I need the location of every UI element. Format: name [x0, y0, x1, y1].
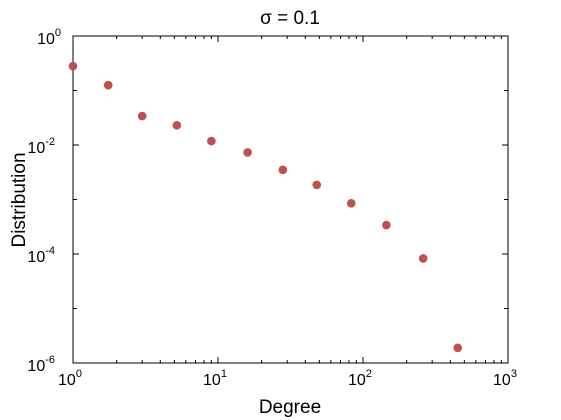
data-point	[243, 148, 252, 157]
data-point	[453, 343, 463, 353]
chart-title: σ = 0.1	[260, 8, 320, 29]
y-tick-label: 10-4	[27, 245, 55, 266]
data-point	[382, 220, 391, 230]
data-point	[137, 111, 147, 121]
data-point	[346, 199, 356, 208]
major-ticks	[72, 35, 509, 364]
x-tick-label: 102	[348, 368, 372, 389]
y-tick-labels: 100 10-2 10-4 10-6	[27, 27, 61, 375]
x-tick-labels: 100 101 102 103	[58, 368, 517, 389]
y-tick-label: 10-2	[27, 136, 55, 157]
y-axis-label: Distribution	[9, 152, 30, 247]
y-tick-label: 10-6	[27, 354, 55, 375]
data-points	[68, 61, 463, 353]
data-point	[278, 165, 288, 175]
data-point	[68, 61, 78, 71]
minor-ticks	[73, 36, 508, 364]
y-tick-label: 100	[37, 27, 61, 48]
data-point	[172, 120, 182, 130]
x-tick-label: 101	[203, 368, 227, 389]
x-axis-label: Degree	[259, 397, 321, 418]
data-point	[418, 254, 428, 263]
data-point	[312, 180, 322, 190]
x-tick-label: 100	[58, 368, 82, 389]
plot-frame	[72, 35, 509, 364]
x-tick-label: 103	[493, 368, 517, 389]
data-point	[103, 80, 113, 90]
data-point	[207, 136, 216, 146]
